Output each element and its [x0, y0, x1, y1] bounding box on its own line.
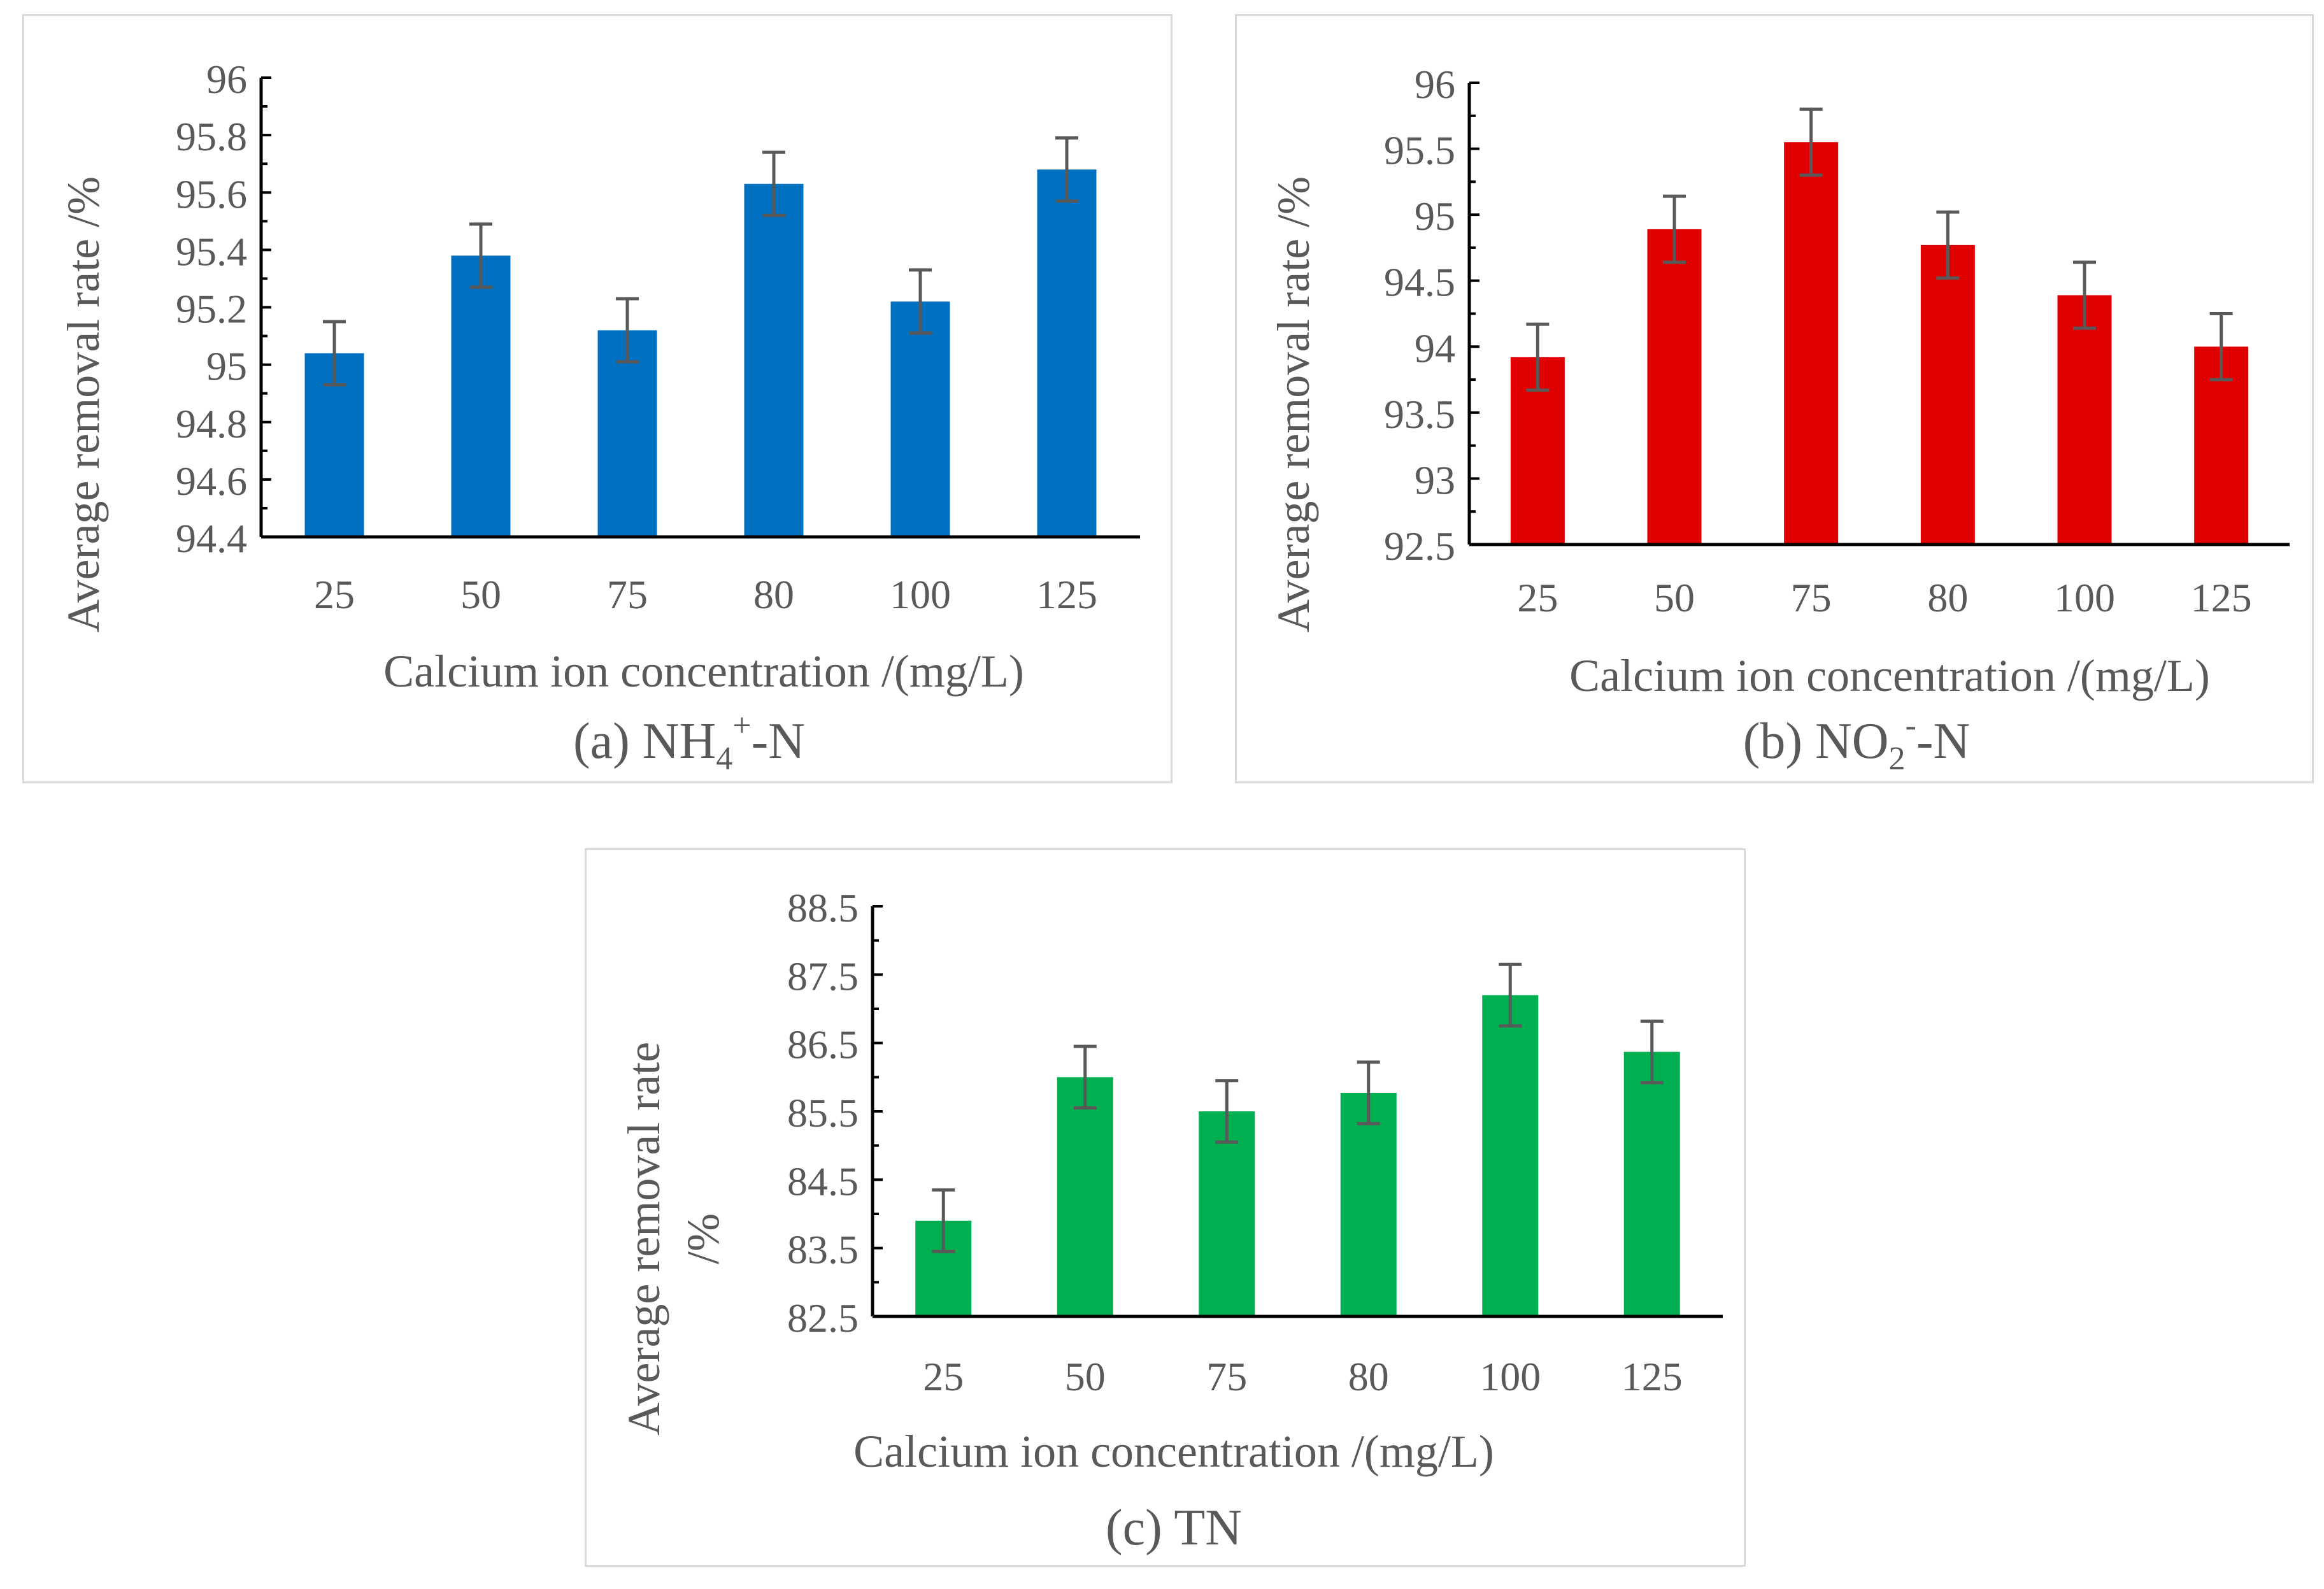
panel-a-bar-125	[1037, 169, 1097, 537]
panel-b-x-tick-label-125: 125	[2191, 575, 2252, 620]
panel-a-bar-80	[744, 183, 804, 537]
panel-b-frame	[1235, 14, 2314, 783]
panel-a-bar-100	[890, 301, 950, 537]
panel-c-x-tick-label-100: 100	[1479, 1354, 1541, 1399]
panel-a-bar-50	[451, 255, 511, 537]
panel-a-x-tick-label-25: 25	[314, 572, 355, 617]
panel-b-ylabel: Average removal rate /%	[1268, 176, 1319, 632]
panel-b-y-tick-label: 96	[1415, 62, 1455, 107]
panel-c-bar-75	[1199, 1111, 1255, 1316]
panel-a-caption-sub: 4	[716, 741, 732, 777]
panel-c-y-tick-label: 87.5	[787, 953, 859, 999]
panel-a-y-tick-label: 95.6	[176, 171, 247, 217]
panel-b-y-tick-label: 95	[1415, 194, 1455, 239]
panel-b-caption-suffix: -N	[1916, 713, 1970, 769]
panel-a-bar-75	[597, 330, 657, 537]
panel-c-plot: 82.5 83.5 84.5 85.5 86.5 87.5 88.5 25 50 75 80 100 1…	[787, 885, 1723, 1399]
panel-b-y-tick-label: 95.5	[1384, 128, 1455, 173]
panel-c-ylabel-line2: /%	[678, 1213, 729, 1264]
panel-c-bar-100	[1482, 995, 1539, 1316]
panel-c-bar-125	[1623, 1051, 1680, 1316]
panel-a-y-tick-label: 94.4	[176, 516, 247, 561]
panel-b-xlabel: Calcium ion concentration /(mg/L)	[1569, 650, 2210, 701]
panel-a-y-tick-label: 94.8	[176, 401, 247, 446]
panel-c-y-tick-label: 82.5	[787, 1295, 859, 1341]
panel-b-y-tick-label: 94	[1415, 325, 1455, 371]
panel-a-plot: 94.4 94.6 94.8 95 95.2 95.4 95.6 95.8 96 25 50 75 80…	[176, 57, 1140, 617]
panel-c-frame	[585, 848, 1746, 1567]
panel-a-caption-suffix: -N	[752, 713, 805, 769]
panel-b-y-tick-label: 93	[1415, 457, 1455, 502]
panel-c-caption-main: (c) TN	[1106, 1500, 1242, 1556]
panel-a: Average removal rate /% Calcium ion conc…	[58, 57, 1140, 777]
panel-a-x-tick-label-100: 100	[890, 572, 951, 617]
panel-c-y-tick-label: 84.5	[787, 1158, 859, 1204]
panel-c-x-tick-label-75: 75	[1206, 1354, 1247, 1399]
panel-b-x-tick-label-100: 100	[2054, 575, 2115, 620]
panel-c-x-tick-label-25: 25	[923, 1354, 964, 1399]
panel-b-bar-75	[1784, 142, 1839, 545]
panel-c-y-tick-label: 85.5	[787, 1090, 859, 1136]
panel-b-y-tick-label: 94.5	[1384, 260, 1455, 305]
panel-a-x-tick-label-125: 125	[1036, 572, 1097, 617]
panel-a-y-tick-label: 94.6	[176, 459, 247, 504]
panel-b-caption-sub: 2	[1889, 741, 1906, 777]
panel-a-caption: (a) NH4+-N	[573, 708, 805, 777]
panel-b-y-tick-label: 92.5	[1384, 524, 1455, 569]
panel-a-y-tick-label: 95	[206, 344, 247, 389]
panel-c-ylabel-line1: Average removal rate	[618, 1042, 669, 1436]
panel-c-xlabel: Calcium ion concentration /(mg/L)	[853, 1426, 1494, 1477]
panel-b-x-tick-label-50: 50	[1654, 575, 1695, 620]
panel-b-x-tick-label-80: 80	[1927, 575, 1968, 620]
panel-a-frame	[22, 14, 1173, 783]
panel-c-x-tick-label-80: 80	[1348, 1354, 1389, 1399]
panel-c-x-tick-label-125: 125	[1622, 1354, 1683, 1399]
panel-b-bar-50	[1647, 229, 1702, 545]
panel-b-bar-100	[2057, 295, 2112, 545]
panel-b-x-tick-label-25: 25	[1517, 575, 1558, 620]
panel-a-x-tick-label-80: 80	[753, 572, 794, 617]
panel-a-y-tick-label: 95.8	[176, 114, 247, 159]
panel-a-caption-main: (a) NH	[573, 713, 716, 769]
panel-c-y-tick-label: 88.5	[787, 885, 859, 930]
panel-a-xlabel: Calcium ion concentration /(mg/L)	[383, 646, 1024, 697]
panel-c-y-tick-label: 86.5	[787, 1022, 859, 1067]
panel-c-bar-80	[1340, 1093, 1397, 1316]
panel-a-y-tick-label: 95.2	[176, 287, 247, 332]
panel-c-y-tick-label: 83.5	[787, 1227, 859, 1272]
panel-a-ylabel: Average removal rate /%	[58, 176, 109, 632]
panel-b: Average removal rate /% Calcium ion conc…	[1268, 62, 2290, 777]
panel-a-x-tick-label-50: 50	[460, 572, 501, 617]
panel-a-y-tick-label: 96	[206, 57, 247, 102]
panel-b-plot: 92.5 93 93.5 94 94.5 95 95.5 96 25 50 75 80 100 125	[1384, 62, 2290, 620]
panel-a-x-tick-label-75: 75	[607, 572, 648, 617]
panel-b-bar-80	[1920, 245, 1975, 545]
panel-c-bar-50	[1057, 1077, 1113, 1316]
panel-c: Average removal rate /% Calcium ion conc…	[618, 885, 1723, 1556]
panel-b-y-tick-label: 93.5	[1384, 392, 1455, 437]
panel-a-caption-sup: +	[732, 708, 751, 744]
panel-c-caption: (c) TN	[1106, 1500, 1242, 1556]
panel-a-y-tick-label: 95.4	[176, 229, 247, 274]
panel-c-x-tick-label-50: 50	[1065, 1354, 1106, 1399]
panel-b-caption-sup: -	[1906, 708, 1916, 744]
panel-b-caption: (b) NO2--N	[1743, 708, 1971, 777]
panel-b-x-tick-label-75: 75	[1791, 575, 1832, 620]
panel-b-caption-main: (b) NO	[1743, 713, 1889, 769]
